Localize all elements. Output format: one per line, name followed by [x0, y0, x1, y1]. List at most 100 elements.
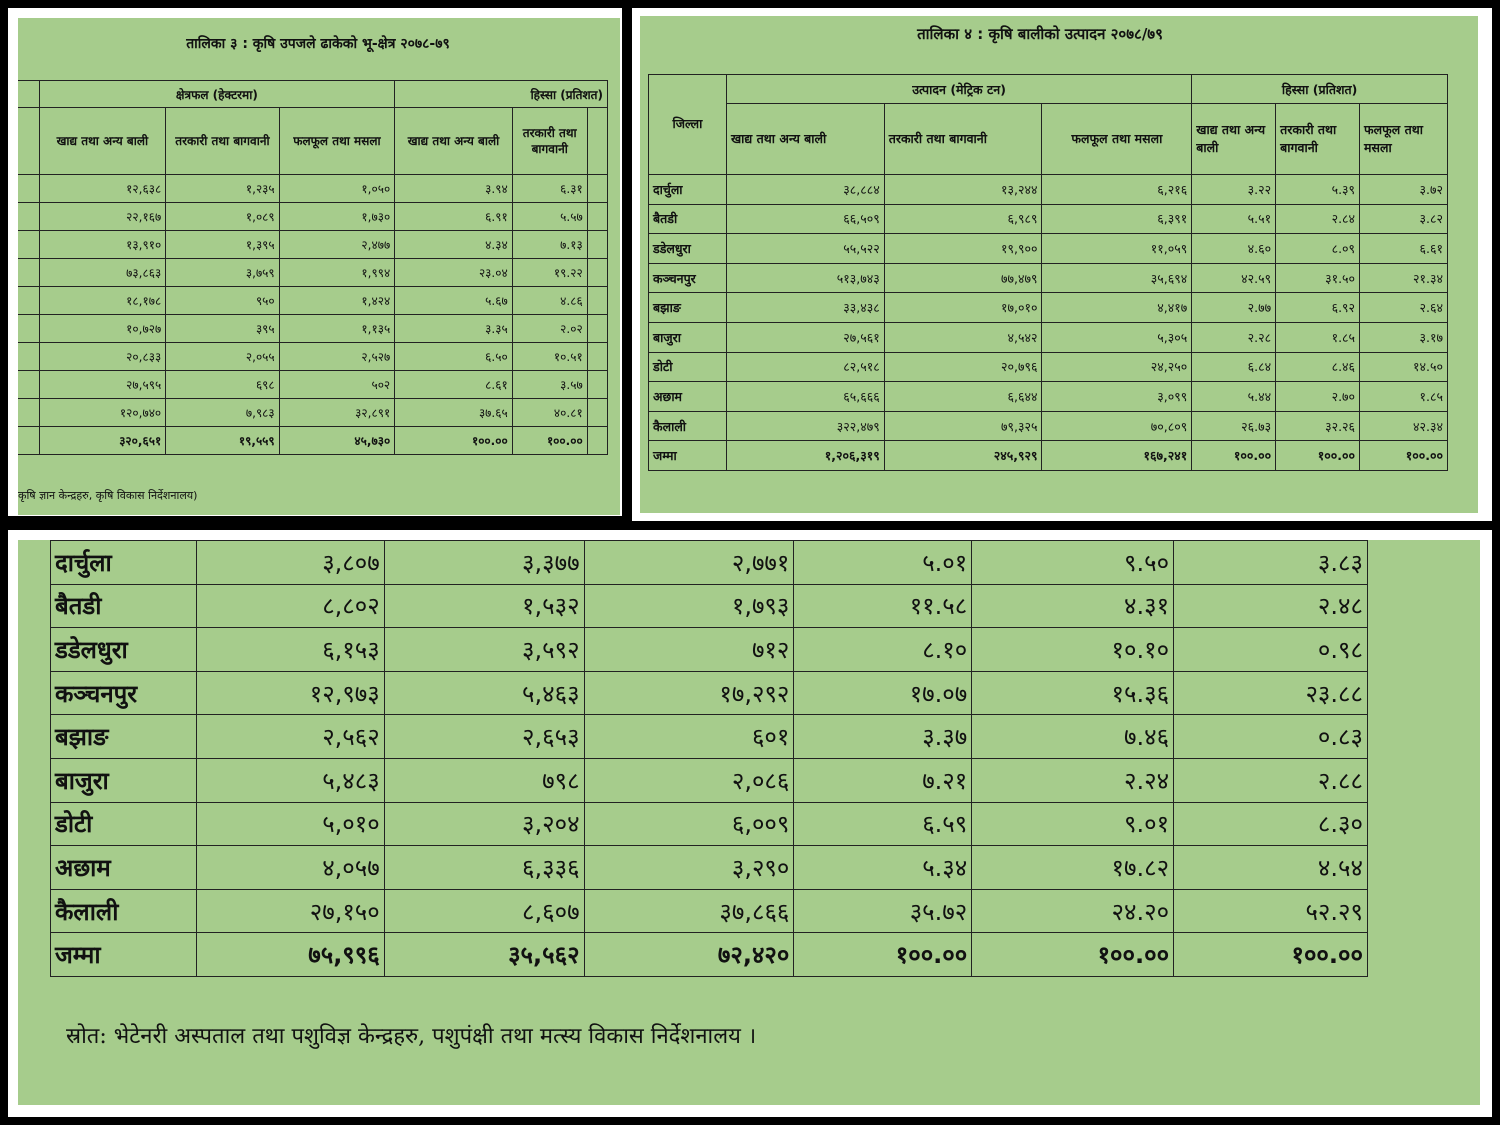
table-3: क्षेत्रफल (हेक्टरमा) हिस्सा (प्रतिशत) खा…	[18, 80, 609, 455]
table-cell: २४,२५०	[1041, 351, 1193, 383]
district-name: कञ्चनपुर	[50, 670, 197, 716]
table-row: अछाम ६५,६६६ ६,६४४ ३,०९९ ५.४४ २.७० १.८५	[648, 381, 1448, 412]
table-cell: १४.५०	[1359, 351, 1448, 383]
total-cell: १६७,२४१	[1041, 440, 1193, 471]
table-cell: २६.७३	[1191, 410, 1277, 442]
table-cell: २,०५५	[165, 342, 280, 371]
table-cell: ३.२२	[1191, 174, 1277, 205]
table-3-title: तालिका ३ : कृषि उपजले ढाकेको भू-क्षेत्र …	[186, 36, 450, 52]
table-cell: ८.१०	[793, 627, 973, 672]
table-row: डडेलधुरा ६,१५३ ३,५९२ ७१२ ८.१० १०.१० ०.९८	[50, 627, 1368, 672]
table-cell: ३,८०७	[195, 540, 385, 585]
table-cell: ५२.२९	[1173, 888, 1368, 934]
table-row: कञ्चनपुर ५१३,७४३ ७७,४७९ ३५,६९४ ४२.५९ ३१.५० २१.…	[648, 262, 1448, 294]
table-cell: ३.९४	[394, 174, 513, 203]
table-4: जिल्ला उत्पादन (मेट्रिक टन) हिस्सा (प्रत…	[648, 74, 1448, 471]
table-cell: २.८४	[1275, 203, 1361, 235]
table-4-title: तालिका ४ : कृषि बालीको उत्पादन २०७८/७९	[917, 25, 1163, 43]
table-row: बैतडी ८,८०२ १,५३२ १,७९३ ११.५८ ४.३१ २.४८	[50, 583, 1368, 629]
table-3-col-header: खाद्य तथा अन्य बाली	[394, 107, 513, 175]
table-row: २७,५९५ ६९८ ५०२ ८.६१ ३.५७	[18, 370, 609, 399]
table-cell: ६,००९	[583, 801, 795, 847]
table-row: दार्चुला ३,८०७ ३,३७७ २,७७१ ५.०१ ९.५० ३.८३	[50, 540, 1368, 585]
district-name: डोटी	[50, 801, 197, 847]
table-cell: १०.१०	[971, 627, 1175, 672]
table-cell: २२,१६७	[38, 202, 167, 231]
total-cell: ३२०,६५१	[38, 426, 167, 455]
table-4-group-share: हिस्सा (प्रतिशत)	[1191, 74, 1448, 104]
table-4-col-header: फलफूल तथा मसला	[1359, 103, 1448, 175]
table-cell: २१.३४	[1359, 262, 1448, 294]
panel-table-5: दार्चुला ३,८०७ ३,३७७ २,७७१ ५.०१ ९.५० ३.८३ बैतडी…	[8, 530, 1492, 1117]
table-cell: ३,५९२	[383, 627, 585, 672]
table-4-col-header: खाद्य तथा अन्य बाली	[1191, 103, 1277, 175]
table-row: २२,१६७ १,०८९ १,७३० ६.९१ ५.५७	[18, 202, 609, 231]
table-cell: ३.१७	[1359, 321, 1448, 353]
table-cell: ३७.६५	[394, 398, 513, 427]
table-cell: १७,०१०	[883, 292, 1043, 323]
table-cell: ७.२१	[793, 757, 973, 803]
row-label	[18, 398, 40, 427]
table-3-source: कृषि ज्ञान केन्द्रहरु, कृषि विकास निर्दे…	[18, 489, 198, 502]
table-cell: ३.३७	[793, 714, 973, 759]
district-name: बाजुरा	[50, 757, 197, 803]
table-cell: ३.५७	[511, 370, 588, 399]
table-cell: ४,५४२	[883, 321, 1043, 353]
table-cell: ६.५९	[793, 801, 973, 847]
table-3-group-area: क्षेत्रफल (हेक्टरमा)	[38, 80, 396, 108]
table-cell: ३५,६९४	[1041, 262, 1193, 294]
table-cell: ५,०१०	[195, 801, 385, 847]
total-row: जम्मा ७५,९९६ ३५,५६२ ७२,४२० १००.०० १००.०० १००.०…	[50, 932, 1368, 977]
table-cell: २७,१५०	[195, 888, 385, 934]
table-cell: २.४८	[1173, 583, 1368, 629]
table-cell: ७९८	[383, 757, 585, 803]
table-row: दार्चुला ३८,८८४ १३,२४४ ६,२१६ ३.२२ ५.३९ ३.७२	[648, 174, 1448, 205]
district-name: डोटी	[648, 351, 727, 383]
total-cell: १००.००	[971, 932, 1175, 977]
table-cell: १७.८२	[971, 845, 1175, 890]
table-5-background: दार्चुला ३,८०७ ३,३७७ २,७७१ ५.०१ ९.५० ३.८३ बैतडी…	[18, 540, 1480, 1105]
district-name: अछाम	[648, 381, 727, 412]
table-cell: १२,६३८	[38, 174, 167, 203]
table-cell: ७९,३२५	[883, 410, 1043, 442]
table-4-col-header: तरकारी तथा बागवानी	[883, 103, 1043, 175]
table-cell: ३५.७२	[793, 888, 973, 934]
table-4-col-header: खाद्य तथा अन्य बाली	[725, 103, 885, 175]
table-cell: ५,४८३	[195, 757, 385, 803]
panel-table-4: तालिका ४ : कृषि बालीको उत्पादन २०७८/७९ ज…	[632, 8, 1492, 521]
total-cell: १००.००	[1359, 440, 1448, 471]
table-cell: ५.०१	[793, 540, 973, 585]
table-row: बाजुरा ५,४८३ ७९८ २,०८६ ७.२१ २.२४ २.८८	[50, 757, 1368, 803]
table-cell: ११,०५९	[1041, 233, 1193, 264]
table-cell: ५.३४	[793, 845, 973, 890]
table-cell: ६,३९१	[1041, 203, 1193, 235]
table-cell: ३,०९९	[1041, 381, 1193, 412]
total-cell: १००.००	[1191, 440, 1277, 471]
table-3-background: तालिका ३ : कृषि उपजले ढाकेको भू-क्षेत्र …	[18, 18, 620, 515]
table-cell: ८,६०७	[383, 888, 585, 934]
table-cell: २७,५९५	[38, 370, 167, 399]
total-cell: २४५,९२९	[883, 440, 1043, 471]
table-4-district-header: जिल्ला	[648, 74, 727, 175]
total-cell: १००.००	[394, 426, 513, 455]
table-cell: ४,४१७	[1041, 292, 1193, 323]
table-row: डोटी ८२,५१८ २०,७९६ २४,२५० ६.८४ ८.४६ १४.५०	[648, 351, 1448, 383]
table-cell: १७.०७	[793, 670, 973, 716]
table-cell: १,०५०	[278, 174, 396, 203]
total-row: जम्मा १,२०६,३१९ २४५,९२९ १६७,२४१ १००.०० १००.००…	[648, 440, 1448, 471]
table-cell: ७,९८३	[165, 398, 280, 427]
row-label	[18, 174, 40, 203]
total-cell: १००.००	[1173, 932, 1368, 977]
table-cell: ५.४४	[1191, 381, 1277, 412]
table-cell: ६.९२	[1275, 292, 1361, 323]
table-cell: १,५३२	[383, 583, 585, 629]
table-cell: ४.५४	[1173, 845, 1368, 890]
table-cell: ३.३५	[394, 314, 513, 343]
table-cell: ४.८६	[511, 286, 588, 315]
district-name: डडेलधुरा	[648, 233, 727, 264]
table-cell: ५१३,७४३	[725, 262, 885, 294]
table-cell: २३.८८	[1173, 670, 1368, 716]
table-3-col-header: फलफूल तथा मसला	[278, 107, 396, 175]
table-cell: २,०८६	[583, 757, 795, 803]
table-cell: २,५६२	[195, 714, 385, 759]
